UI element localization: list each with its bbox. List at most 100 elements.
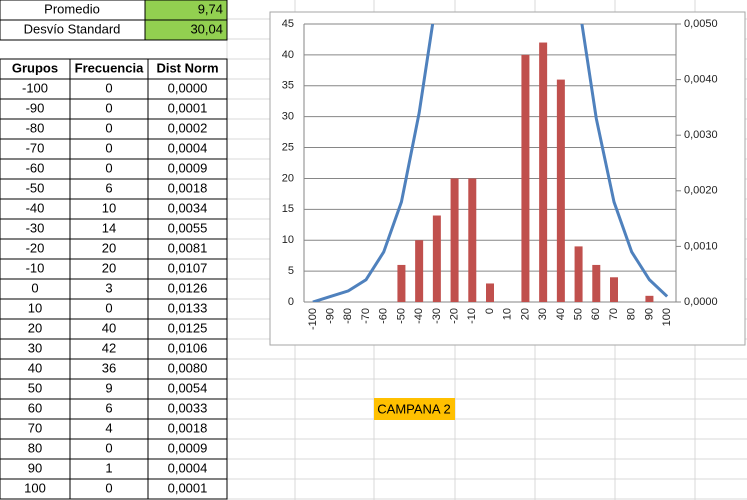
x-tick-label: -20 [448,308,460,324]
table-text: 0,0126 [168,280,208,295]
table-text: 60 [28,400,42,415]
table-text: -60 [26,160,45,175]
y2-tick-label: 0,0040 [684,74,718,86]
table-text: 0,0004 [168,140,208,155]
table-text: 0 [31,280,38,295]
table-text: 100 [24,480,46,495]
y2-tick-label: 0,0010 [684,240,718,252]
y-tick-label: 40 [282,49,294,61]
y-tick-label: 5 [288,265,294,277]
table-text: 0,0018 [168,420,208,435]
bar [521,54,530,303]
header-text: Frecuencia [75,60,144,75]
table-text: 0,0125 [168,320,208,335]
header-text: Dist Norm [156,60,218,75]
table-text: 0 [105,100,112,115]
bar [610,277,618,302]
x-tick-label: 10 [502,308,514,320]
x-tick-label: -40 [413,308,425,324]
table-text: 40 [28,360,42,375]
table-text: 0,0054 [168,380,208,395]
bar [397,264,406,302]
table-text: 4 [105,420,112,435]
table-text: 36 [102,360,116,375]
bar [645,295,654,302]
table-text: 20 [28,320,42,335]
table-text: 0,0081 [168,240,208,255]
table-text: 80 [28,440,42,455]
y2-tick-label: 0,0030 [684,129,718,141]
y-tick-label: 30 [282,111,294,123]
table-text: 0 [105,160,112,175]
table-text: 0,0000 [168,80,208,95]
table-text: -40 [26,200,45,215]
summary-value: 30,04 [190,21,223,36]
note: CAMPANA 2 [377,401,450,416]
table-text: 42 [102,340,116,355]
x-tick-label: 40 [555,308,567,320]
x-tick-label: -100 [307,308,319,330]
table-text: 0,0133 [168,300,208,315]
table-text: 0 [105,140,112,155]
table-text: 0,0107 [168,260,208,275]
x-tick-label: 0 [484,308,496,314]
table-text: 14 [102,220,116,235]
y2-tick-label: 0,0000 [684,296,718,308]
table-text: -10 [26,260,45,275]
x-tick-label: -10 [466,308,478,324]
table-cell [147,478,228,500]
table-text: -70 [26,140,45,155]
table-text: 1 [105,460,112,475]
table-text: 10 [102,200,116,215]
bar [556,79,565,302]
table-text: 10 [28,300,42,315]
x-tick-label: -60 [378,308,390,324]
summary-label: Promedio [44,1,100,16]
x-tick-label: 100 [661,308,673,326]
y-tick-label: 35 [282,80,294,92]
table-text: 20 [102,260,116,275]
table-text: 0,0009 [168,160,208,175]
table-text: 6 [105,400,112,415]
summary-label: Desvío Standard [24,21,121,36]
table-text: 0,0001 [168,480,208,495]
bar [539,42,548,303]
table-text: 0,0018 [168,180,208,195]
table-text: 0,0055 [168,220,208,235]
line [312,24,669,302]
x-tick-label: -70 [360,308,372,324]
table-text: -80 [26,120,45,135]
x-tick-label: -90 [324,308,336,324]
x-tick-label: 50 [572,308,584,320]
table-text: -50 [26,180,45,195]
header-text: Grupos [12,60,58,75]
bar [415,240,424,302]
y-tick-label: 25 [282,141,294,153]
table-text: 0 [105,480,112,495]
table-text: 0,0033 [168,400,208,415]
table-text: -20 [26,240,45,255]
x-tick-label: -80 [342,308,354,324]
table-text: 0 [105,80,112,95]
x-tick-label: 60 [590,308,602,320]
table-text: 40 [102,320,116,335]
x-tick-label: 70 [608,308,620,320]
summary-value-cell [144,19,228,41]
summary-value: 9,74 [198,1,223,16]
x-tick-label: 30 [537,308,549,320]
table-text: 20 [102,240,116,255]
table-text: -90 [26,100,45,115]
table-text: 30 [28,340,42,355]
y2-tick-label: 0,0050 [684,18,718,30]
bar [468,178,477,302]
y-tick-label: 45 [282,18,294,30]
table-text: 0,0001 [168,100,208,115]
x-tick-label: -50 [395,308,407,324]
table-text: 6 [105,180,112,195]
table-text: 9 [105,380,112,395]
table-text: 70 [28,420,42,435]
table-text: 0,0004 [168,460,208,475]
x-tick-label: 90 [643,308,655,320]
